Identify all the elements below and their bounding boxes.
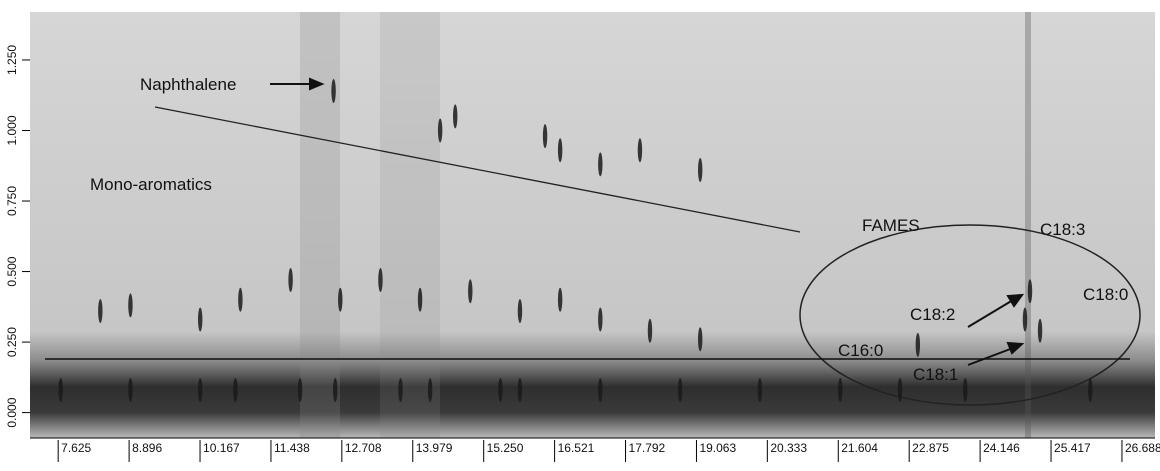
peak [128, 293, 133, 318]
x-tick-label: 7.625 [61, 441, 91, 455]
x-tick-label: 19.063 [699, 441, 736, 455]
annotation: Naphthalene [140, 75, 236, 94]
peak [198, 307, 203, 332]
x-tick-label: 15.250 [487, 441, 524, 455]
peak [698, 327, 703, 352]
peak [757, 378, 763, 403]
x-tick-label: 16.521 [558, 441, 595, 455]
peak [427, 378, 433, 403]
peak [233, 378, 238, 403]
peak [647, 318, 653, 343]
x-tick-label: 21.604 [841, 441, 878, 455]
peak [1037, 318, 1043, 343]
x-tick-label: 17.792 [629, 441, 666, 455]
peak [897, 378, 903, 403]
arrows [270, 77, 1025, 366]
peak [297, 378, 303, 403]
annotation: C18:2 [910, 305, 955, 324]
annotation: C16:0 [838, 341, 883, 360]
y-tick-label: 1.250 [5, 45, 19, 75]
x-tick-label: 13.979 [416, 441, 453, 455]
peak [98, 299, 103, 324]
y-tick-label: 1.000 [5, 115, 19, 145]
peak [198, 378, 203, 403]
y-tick-label: 0.250 [5, 327, 19, 357]
peak [598, 152, 603, 177]
peak [517, 299, 523, 324]
y-tick-label: 0.750 [5, 186, 19, 216]
peak [557, 287, 563, 312]
peak [598, 307, 603, 332]
y-tick-label: 0.500 [5, 256, 19, 286]
peak [542, 124, 548, 149]
peak [598, 378, 603, 403]
peak [557, 138, 563, 163]
x-tick-label: 24.146 [983, 441, 1020, 455]
peak [677, 378, 683, 403]
x-tick-label: 12.708 [345, 441, 382, 455]
connector-line [154, 106, 801, 233]
peak [963, 378, 968, 403]
arrow [967, 347, 1014, 366]
peak [398, 378, 403, 403]
x-tick-label: 10.167 [203, 441, 240, 455]
arrow [967, 299, 1014, 328]
peak [338, 287, 343, 312]
streak [300, 12, 340, 438]
peak [333, 378, 338, 403]
streak [1025, 12, 1031, 438]
peak [1022, 307, 1028, 332]
x-tick-label: 8.896 [132, 441, 162, 455]
peak [331, 78, 336, 103]
peak [915, 332, 921, 357]
peak [58, 378, 63, 403]
peak [498, 378, 503, 403]
x-tick-label: 25.417 [1054, 441, 1091, 455]
x-tick-label: 26.688 [1125, 441, 1160, 455]
annotation: FAMES [862, 216, 920, 235]
peak [378, 268, 383, 293]
peak [838, 378, 843, 403]
peak [453, 104, 458, 129]
peak [468, 279, 473, 304]
peak [637, 138, 643, 163]
x-tick-label: 11.438 [274, 441, 310, 455]
peak [1088, 378, 1093, 403]
x-tick-label: 22.875 [912, 441, 949, 455]
y-tick-label: 0.000 [5, 397, 19, 427]
annotation: C18:0 [1083, 285, 1128, 304]
annotation: Mono-aromatics [90, 175, 212, 194]
arrow-head [309, 77, 325, 91]
peak [698, 157, 703, 182]
arrow-head [1006, 293, 1025, 308]
peak [238, 287, 243, 312]
peak [288, 268, 293, 293]
peak [417, 287, 423, 312]
peak [1027, 279, 1033, 304]
streak [380, 12, 440, 438]
annotation: C18:1 [913, 365, 958, 384]
x-tick-label: 20.333 [770, 441, 807, 455]
peak [128, 378, 133, 403]
annotation: C18:3 [1040, 220, 1085, 239]
peak [517, 378, 523, 403]
arrow-head [1006, 341, 1025, 355]
peak [437, 118, 443, 143]
fames-ellipse [799, 224, 1141, 406]
